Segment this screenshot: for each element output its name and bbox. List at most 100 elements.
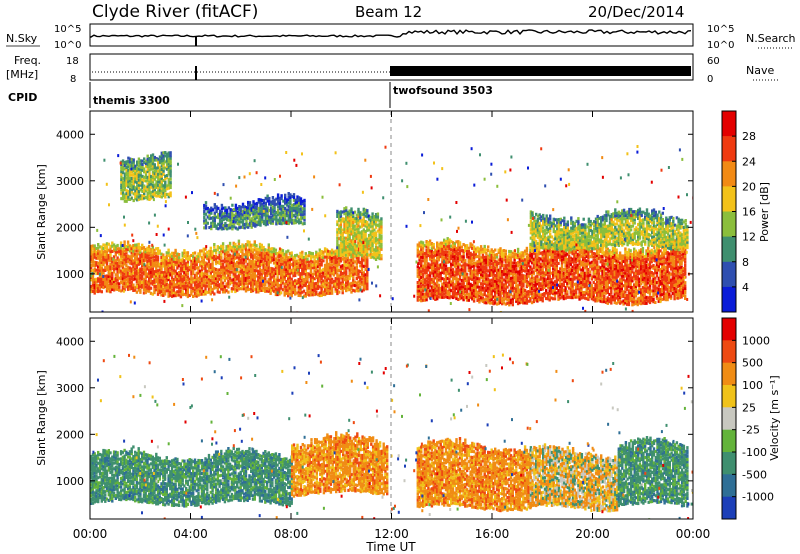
data-cell bbox=[622, 259, 625, 263]
data-cell bbox=[132, 252, 135, 256]
data-cell bbox=[362, 212, 365, 216]
data-cell bbox=[488, 293, 492, 297]
data-cell bbox=[264, 262, 267, 266]
data-cell bbox=[271, 258, 274, 262]
data-cell bbox=[244, 278, 248, 282]
data-cell bbox=[311, 290, 314, 294]
data-cell bbox=[364, 222, 367, 226]
data-cell bbox=[373, 222, 376, 226]
data-cell bbox=[213, 292, 216, 296]
data-cell bbox=[555, 286, 558, 290]
data-cell bbox=[506, 263, 509, 267]
data-cell bbox=[585, 289, 588, 293]
data-cell bbox=[116, 262, 119, 266]
data-cell bbox=[306, 266, 309, 270]
data-cell bbox=[560, 282, 564, 286]
data-cell bbox=[613, 292, 616, 296]
data-cell bbox=[211, 269, 214, 273]
data-cell bbox=[111, 277, 114, 281]
data-cell bbox=[163, 292, 167, 296]
data-cell bbox=[487, 286, 490, 290]
data-cell bbox=[244, 270, 248, 274]
data-cell bbox=[199, 284, 202, 288]
data-cell bbox=[527, 271, 530, 275]
data-cell bbox=[274, 283, 278, 287]
data-cell bbox=[139, 256, 142, 260]
data-cell bbox=[453, 277, 456, 281]
data-cell bbox=[227, 276, 230, 280]
data-cell bbox=[515, 264, 518, 268]
data-cell bbox=[522, 293, 525, 297]
data-cell bbox=[548, 249, 551, 253]
data-cell bbox=[330, 281, 334, 285]
data-cell bbox=[624, 263, 627, 267]
data-cell bbox=[213, 278, 216, 282]
data-cell bbox=[199, 292, 202, 296]
data-cell bbox=[578, 256, 581, 260]
data-cell bbox=[285, 285, 288, 289]
data-cell bbox=[276, 258, 279, 262]
data-cell bbox=[353, 219, 357, 223]
data-cell bbox=[592, 298, 595, 302]
data-cell bbox=[420, 261, 423, 265]
data-cell bbox=[320, 271, 323, 275]
data-cell bbox=[511, 273, 514, 277]
data-cell bbox=[545, 248, 548, 252]
data-cell bbox=[457, 251, 460, 255]
data-cell bbox=[135, 243, 139, 247]
data-cell bbox=[576, 253, 580, 257]
data-cell bbox=[617, 269, 620, 273]
data-cell bbox=[464, 271, 467, 275]
data-cell bbox=[571, 277, 574, 281]
data-cell bbox=[555, 272, 558, 276]
data-cell bbox=[552, 273, 555, 277]
data-cell bbox=[523, 252, 527, 256]
data-cell bbox=[236, 245, 239, 249]
data-cell bbox=[228, 267, 232, 271]
data-cell bbox=[545, 291, 548, 295]
data-cell bbox=[98, 245, 102, 249]
data-cell bbox=[230, 287, 234, 291]
data-cell bbox=[508, 283, 511, 287]
data-cell bbox=[420, 250, 423, 254]
data-cell bbox=[246, 273, 249, 277]
data-cell bbox=[592, 252, 595, 256]
data-cell bbox=[539, 284, 543, 288]
data-cell bbox=[374, 249, 378, 253]
data-cell bbox=[432, 274, 435, 278]
data-cell bbox=[357, 227, 360, 231]
data-cell bbox=[527, 259, 530, 263]
data-cell bbox=[523, 266, 527, 270]
data-cell bbox=[451, 287, 455, 291]
data-cell bbox=[348, 211, 351, 215]
data-cell bbox=[369, 240, 372, 244]
data-cell bbox=[339, 284, 343, 288]
data-cell bbox=[197, 252, 200, 256]
data-cell bbox=[597, 247, 601, 251]
data-cell bbox=[228, 279, 232, 283]
data-cell bbox=[472, 293, 476, 297]
data-cell bbox=[430, 291, 434, 295]
data-cell bbox=[269, 260, 272, 264]
data-cell bbox=[199, 287, 202, 291]
data-cell bbox=[153, 288, 156, 292]
data-cell bbox=[499, 268, 502, 272]
data-cell bbox=[100, 252, 103, 256]
data-cell bbox=[125, 263, 128, 267]
data-cell bbox=[297, 261, 300, 265]
data-cell bbox=[437, 258, 441, 262]
data-cell bbox=[520, 273, 523, 277]
data-cell bbox=[237, 281, 241, 285]
data-cell bbox=[523, 292, 527, 296]
data-cell bbox=[281, 260, 285, 264]
data-cell bbox=[144, 288, 147, 292]
data-cell bbox=[109, 279, 112, 283]
data-cell bbox=[504, 281, 507, 285]
data-cell bbox=[611, 246, 615, 250]
data-cell bbox=[181, 257, 184, 261]
data-cell bbox=[265, 289, 269, 293]
data-cell bbox=[190, 275, 193, 279]
data-cell bbox=[174, 275, 177, 279]
data-cell bbox=[126, 282, 130, 286]
data-cell bbox=[345, 245, 348, 249]
